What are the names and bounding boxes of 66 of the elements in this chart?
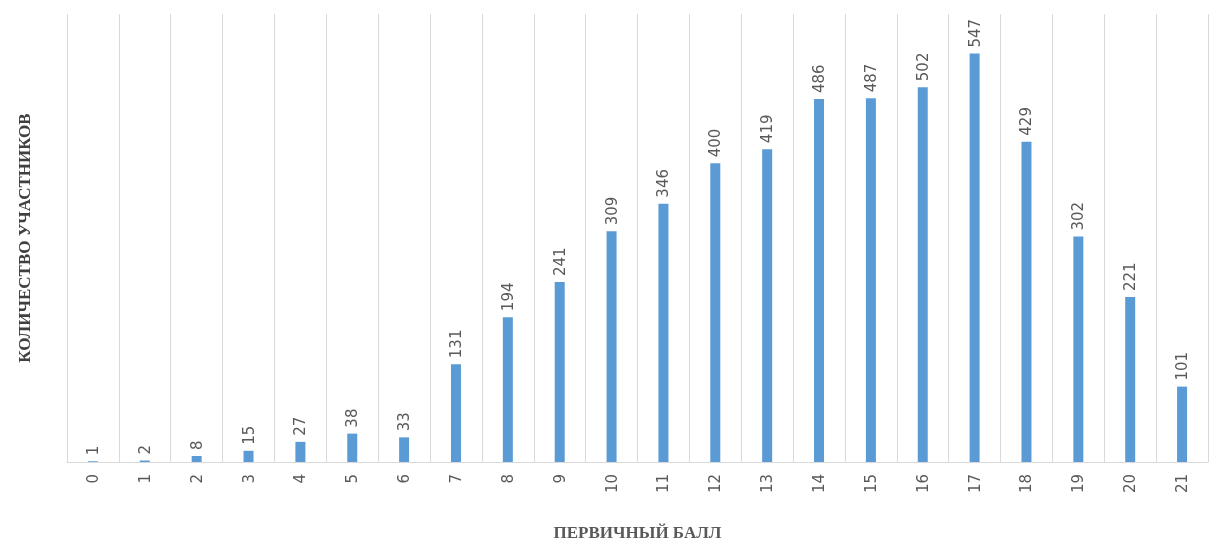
data-label: 33 (395, 412, 414, 432)
x-tick-label: 1 (135, 474, 154, 484)
data-label: 486 (810, 64, 829, 94)
y-axis-title: КОЛИЧЕСТВО УЧАСТНИКОВ (15, 113, 34, 363)
bar (606, 231, 617, 462)
bar (969, 53, 980, 462)
x-tick-label: 5 (343, 474, 362, 484)
data-label: 27 (291, 416, 310, 436)
data-label: 429 (1017, 107, 1036, 136)
bar (502, 317, 513, 462)
x-tick-label: 2 (187, 474, 206, 484)
x-tick-label: 20 (1121, 474, 1140, 494)
x-tick-label: 18 (1017, 474, 1036, 494)
bar (243, 450, 254, 462)
x-tick-label: 13 (758, 474, 777, 494)
bar (1073, 236, 1084, 462)
x-tick-label: 6 (395, 474, 414, 484)
bar (1125, 296, 1136, 462)
x-tick-label: 10 (602, 474, 621, 494)
data-label: 302 (1069, 201, 1088, 231)
x-tick-label: 0 (83, 474, 102, 484)
data-label: 221 (1121, 262, 1140, 291)
data-label: 241 (550, 247, 569, 277)
bar (399, 437, 410, 462)
data-label: 38 (343, 408, 362, 428)
data-label: 346 (654, 169, 673, 198)
data-label: 131 (446, 329, 465, 359)
data-label: 1 (83, 445, 102, 456)
data-label: 309 (602, 196, 621, 226)
data-label: 400 (706, 128, 725, 158)
data-label: 101 (1173, 351, 1192, 381)
bar (295, 441, 306, 462)
bar (450, 364, 461, 462)
bar (191, 456, 202, 462)
data-label: 2 (135, 444, 154, 455)
x-tick-label: 9 (550, 474, 569, 484)
x-tick-label: 3 (239, 474, 258, 484)
bar (762, 149, 773, 462)
data-label: 487 (861, 63, 880, 93)
x-tick-label: 19 (1069, 474, 1088, 494)
x-tick-label: 17 (965, 474, 984, 494)
data-label: 15 (239, 425, 258, 445)
bar (917, 87, 928, 462)
bar (347, 433, 358, 462)
x-tick-label: 12 (706, 474, 725, 494)
x-tick-label: 8 (498, 474, 517, 484)
data-label: 419 (758, 114, 777, 144)
data-label: 8 (187, 440, 206, 451)
x-tick-label: 15 (861, 474, 880, 494)
x-tick-label: 7 (446, 474, 465, 484)
bar (710, 163, 721, 462)
x-tick-label: 11 (654, 474, 673, 494)
data-label: 502 (913, 52, 932, 82)
data-label: 547 (965, 18, 984, 48)
bar (554, 282, 565, 462)
x-tick-label: 21 (1173, 474, 1192, 494)
bar (658, 203, 669, 462)
x-axis-title: ПЕРВИЧНЫЙ БАЛЛ (553, 523, 722, 542)
x-tick-label: 4 (291, 474, 310, 484)
bar (865, 98, 876, 462)
bar (814, 99, 825, 462)
data-label: 194 (498, 282, 517, 312)
bar (1021, 141, 1032, 462)
x-tick-label: 14 (810, 474, 829, 494)
x-tick-label: 16 (913, 474, 932, 494)
bar (1177, 386, 1188, 462)
